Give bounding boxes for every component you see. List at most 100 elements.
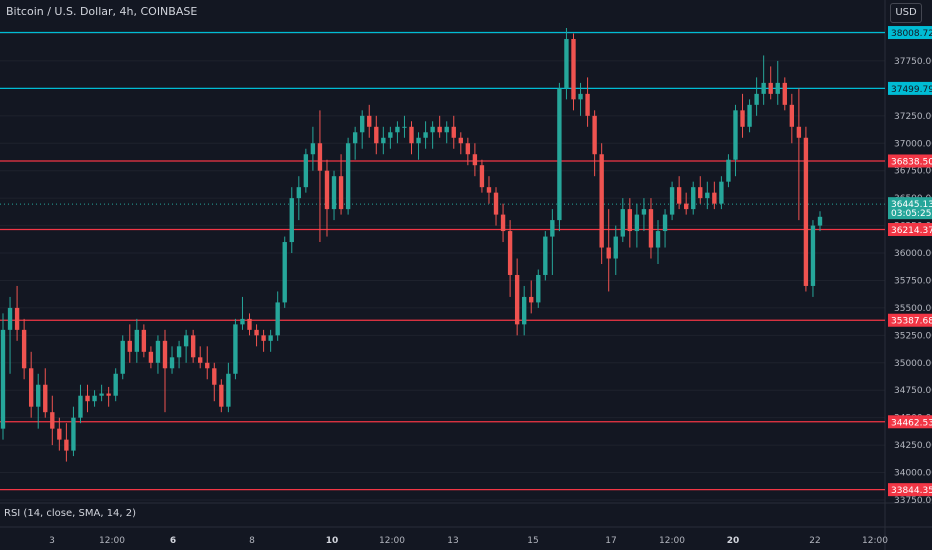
candle (486, 176, 492, 204)
candle (641, 198, 647, 232)
countdown-label: 03:05:25 (891, 209, 931, 219)
price-badge (888, 81, 932, 95)
chart-title: Bitcoin / U.S. Dollar, 4h, COINBASE (6, 5, 198, 18)
price-badge-label: 37499.79 (891, 85, 932, 95)
candle (627, 198, 633, 248)
candle (331, 170, 337, 221)
candle (310, 126, 316, 171)
candle-body (324, 170, 330, 210)
price-tick-label: 37000.00 (894, 139, 932, 149)
candle (141, 324, 147, 358)
candle (726, 154, 731, 188)
candle (21, 318, 27, 380)
candle-body (676, 187, 682, 204)
candle (57, 417, 62, 451)
candle-body (190, 335, 196, 358)
candle-body (733, 110, 738, 160)
time-tick-label: 17 (605, 536, 616, 546)
candle (543, 231, 548, 281)
candle (705, 181, 710, 210)
candle-body (169, 357, 175, 369)
candle-body (247, 318, 252, 330)
candle-body (768, 82, 773, 94)
candle (148, 346, 154, 369)
candle-body (240, 318, 245, 325)
candle-body (465, 143, 471, 155)
candle (0, 313, 6, 440)
candle (662, 209, 668, 248)
price-tick-label: 33750.00 (894, 496, 932, 506)
candle-body (789, 104, 795, 127)
time-tick-label: 12:00 (99, 536, 125, 546)
candle (14, 285, 20, 341)
currency-button[interactable]: USD (890, 3, 922, 23)
candle-body (726, 159, 731, 182)
time-tick-label: 15 (527, 536, 538, 546)
candle (395, 121, 400, 144)
candle (761, 55, 766, 105)
candle-body (592, 115, 597, 155)
candle (416, 132, 421, 160)
candle-body (458, 137, 463, 144)
candle (50, 395, 55, 446)
candle-body (21, 329, 27, 369)
candle-body (705, 192, 710, 199)
time-tick-label: 8 (249, 536, 255, 546)
candle (740, 93, 745, 138)
candle (120, 335, 125, 380)
candle (205, 346, 210, 380)
candle (409, 121, 414, 155)
candle (254, 324, 259, 347)
candle-body (338, 176, 344, 210)
price-badge-label: 38008.72 (891, 29, 932, 39)
candle (465, 137, 471, 166)
candle-body (782, 82, 787, 105)
candle-body (641, 209, 647, 215)
time-tick-label: 20 (727, 536, 740, 546)
time-tick-label: 13 (447, 536, 458, 546)
candlestick-series (0, 28, 823, 462)
candle-body (437, 126, 442, 133)
rsi-indicator-label[interactable]: RSI (14, close, SMA, 14, 2) (4, 508, 137, 519)
candle (169, 346, 175, 374)
candle (585, 77, 590, 127)
candle (768, 66, 773, 100)
price-badge-label: 34462.53 (891, 418, 932, 428)
price-tick-label: 35500.00 (894, 304, 932, 314)
candle (733, 104, 738, 177)
candle (226, 362, 231, 413)
candle-body (627, 209, 633, 232)
candle (28, 351, 34, 418)
candle (423, 121, 428, 149)
candle-body (310, 143, 316, 155)
candle-body (148, 351, 154, 363)
candle (606, 209, 611, 292)
candle (712, 181, 717, 210)
candle (155, 335, 161, 374)
price-badges: 38008.72 37499.79 36838.50 36214.37 35387.68… (888, 26, 932, 497)
price-tick-label: 36750.00 (894, 167, 932, 177)
candle (683, 192, 689, 215)
candle (613, 225, 618, 275)
candle (817, 211, 823, 232)
candle (620, 198, 625, 243)
candle-body (747, 104, 752, 127)
candle-body (416, 137, 421, 144)
candle-body (282, 242, 287, 303)
candle-body (345, 143, 351, 210)
candle-body (493, 192, 499, 215)
candle-body (317, 143, 323, 171)
candle (360, 110, 365, 149)
candle-body (606, 247, 611, 259)
candle-body (120, 340, 125, 374)
candle (500, 203, 506, 243)
candle (106, 386, 111, 407)
candle (775, 60, 780, 105)
candle (782, 77, 787, 111)
candle-body (233, 324, 238, 374)
candle-body (613, 236, 618, 259)
candle (507, 220, 513, 297)
candle-body (430, 126, 435, 133)
